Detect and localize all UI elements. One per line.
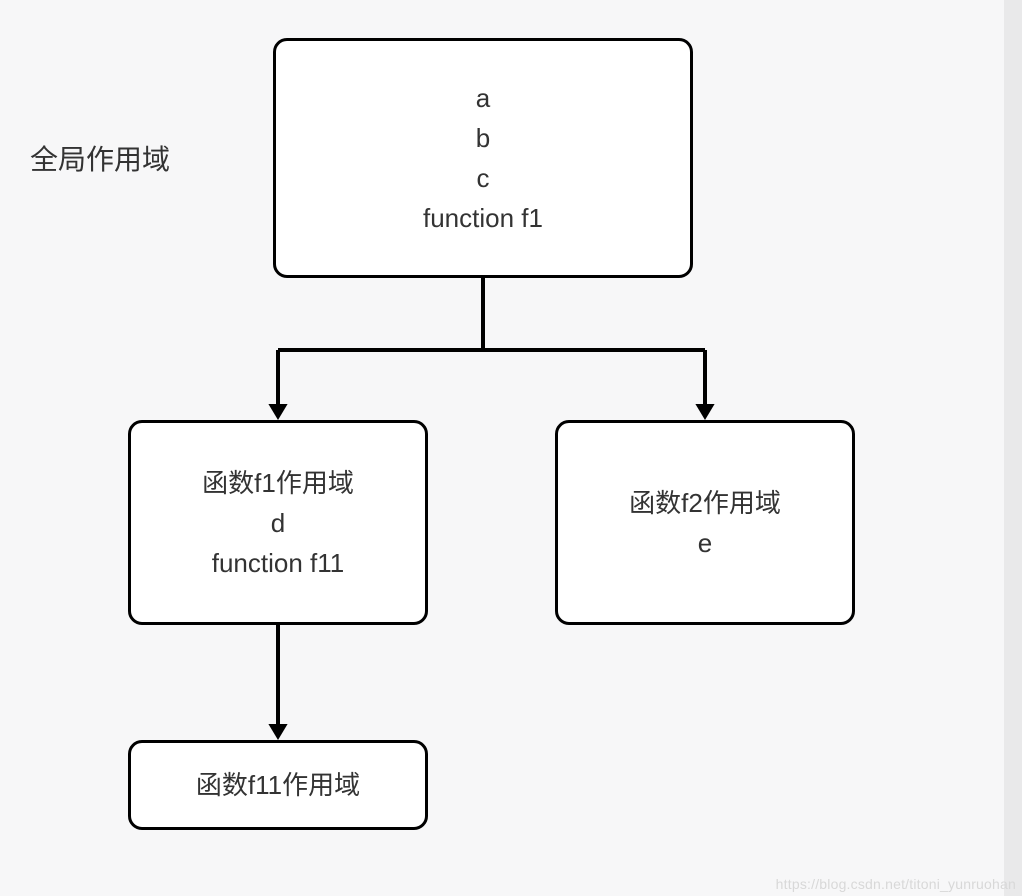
node-f1-line: 函数f1作用域: [202, 463, 354, 503]
node-f11-scope: 函数f11作用域: [128, 740, 428, 830]
watermark-text: https://blog.csdn.net/titoni_yunruohan: [776, 876, 1016, 892]
node-f2-scope: 函数f2作用域e: [555, 420, 855, 625]
canvas-shadow-strip: [1004, 0, 1022, 896]
watermark-label: https://blog.csdn.net/titoni_yunruohan: [776, 876, 1016, 892]
node-f11-line: 函数f11作用域: [196, 765, 360, 805]
node-f1-scope: 函数f1作用域dfunction f11: [128, 420, 428, 625]
node-global-line: a: [476, 78, 490, 118]
node-f2-line: e: [698, 523, 712, 563]
node-f1-line: function f11: [212, 543, 345, 583]
node-f1-line: d: [271, 503, 285, 543]
node-f2-line: 函数f2作用域: [629, 483, 781, 523]
node-global-line: function f1: [423, 198, 543, 238]
node-global-line: c: [477, 158, 490, 198]
global-scope-label-text: 全局作用域: [30, 144, 170, 175]
global-scope-label: 全局作用域: [30, 138, 170, 178]
node-global-scope: abcfunction f1: [273, 38, 693, 278]
node-global-line: b: [476, 118, 490, 158]
